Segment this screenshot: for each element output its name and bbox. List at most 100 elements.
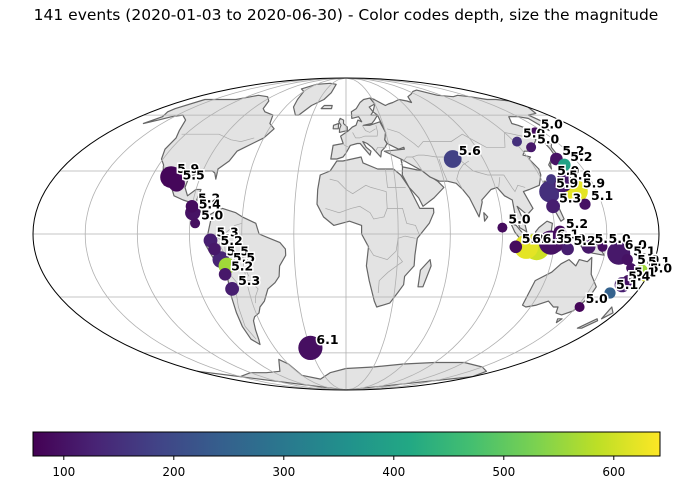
colorbar-ticks: 100 200 300 400 500 600 [52, 456, 625, 479]
magnitude-label: 5.2 [574, 233, 596, 248]
magnitude-label: 5.3 [238, 273, 260, 288]
magnitude-label: 5.0 [586, 291, 608, 306]
event-marker [185, 200, 199, 213]
magnitude-label: 6.3 [543, 231, 565, 246]
event-marker [443, 150, 462, 168]
event-marker [168, 175, 185, 192]
magnitude-label: 5.5 [233, 250, 255, 265]
country-border [385, 168, 406, 188]
magnitude-label: 6.0 [625, 237, 647, 252]
country-border [366, 235, 416, 260]
colorbar-gradient [32, 431, 661, 457]
colorbar-tick-label: 600 [602, 465, 625, 479]
magnitude-label: 6.1 [532, 231, 554, 246]
colorbar-tick-label: 500 [492, 465, 515, 479]
magnitude-label: 5.0 [637, 252, 659, 267]
magnitude-label: 5.0 [523, 126, 545, 141]
magnitude-label: 5.2 [522, 231, 544, 246]
magnitude-label: 5.1 [633, 244, 655, 259]
magnitude-label: 5.2 [198, 190, 220, 205]
landmass-madagascar [417, 259, 432, 288]
landmass-sri-lanka [483, 212, 489, 222]
magnitude-label: 5.6 [459, 143, 481, 158]
magnitude-label: 5.0 [508, 212, 530, 227]
landmass-new-zealand-south [576, 318, 599, 329]
magnitude-label: 5.0 [557, 163, 579, 178]
chart-title: 141 events (2020-01-03 to 2020-06-30) - … [33, 6, 659, 24]
landmass-britain [338, 117, 348, 133]
magnitude-label: 5.0 [650, 260, 672, 275]
event-marker [554, 174, 572, 193]
event-marker [552, 241, 563, 252]
landmass-iceland [320, 104, 333, 110]
landmass-antarctica [196, 358, 487, 390]
magnitude-label: 5.5 [183, 167, 205, 182]
landmass-tasmania [555, 318, 563, 324]
country-border [181, 133, 255, 142]
magnitude-labels: 5.95.55.25.45.05.35.25.55.55.25.36.15.65… [176, 115, 674, 349]
event-marker [638, 271, 649, 282]
magnitude-label: 5.3 [595, 231, 617, 246]
graticule [33, 78, 659, 390]
event-marker [581, 239, 596, 254]
colorbar-tick-label: 300 [272, 465, 295, 479]
magnitude-label: 5.1 [591, 188, 613, 203]
landmass-new-zealand-north [600, 306, 614, 320]
event-marker [509, 240, 523, 254]
magnitude-label: 5.6 [569, 167, 591, 182]
event-marker [497, 222, 508, 233]
event-marker [512, 136, 522, 147]
event-marker [546, 174, 557, 185]
earthquake-events [160, 127, 649, 360]
country-border [361, 125, 376, 133]
event-marker [529, 127, 540, 138]
event-marker [561, 242, 574, 256]
magnitude-label: 5.3 [217, 224, 239, 239]
country-border [342, 143, 350, 148]
event-marker [208, 242, 221, 256]
magnitude-label: 5.0 [201, 207, 223, 222]
magnitude-label: 5.1 [634, 265, 656, 280]
landmass-europe [330, 97, 388, 160]
colorbar-tick-label: 400 [382, 465, 405, 479]
country-border [503, 174, 526, 193]
magnitude-label: 6.1 [316, 332, 338, 347]
country-border [498, 177, 501, 188]
magnitude-label: 5.0 [537, 131, 559, 146]
event-marker [574, 302, 585, 312]
country-border [375, 146, 387, 152]
magnitude-label: 5.0 [609, 231, 631, 246]
magnitude-label: 5.2 [231, 258, 253, 273]
magnitude-label: 5.0 [541, 116, 563, 131]
event-marker [218, 268, 232, 281]
event-marker [553, 225, 567, 239]
landmass-ireland [332, 122, 340, 130]
event-marker [514, 234, 539, 259]
event-marker [622, 275, 634, 287]
magnitude-label: 5.0 [563, 231, 585, 246]
magnitude-label: 5.1 [616, 277, 638, 292]
event-marker [546, 199, 560, 214]
event-marker [604, 287, 616, 299]
colorbar: 100 200 300 400 500 600 [32, 431, 661, 479]
country-border [400, 156, 423, 172]
magnitude-label: 5.2 [221, 233, 243, 248]
magnitude-label: 5.1 [648, 254, 670, 269]
event-marker [621, 254, 633, 266]
magnitude-label: 5.9 [177, 161, 199, 176]
country-border [227, 271, 257, 340]
magnitude-label: 5.3 [559, 190, 581, 205]
magnitude-label: 5.4 [199, 197, 221, 212]
event-marker [579, 198, 591, 210]
magnitude-label: 6.1 [557, 227, 579, 242]
country-border [243, 280, 259, 304]
event-marker [298, 335, 323, 360]
magnitude-label: 5.9 [556, 176, 578, 191]
event-marker [225, 282, 240, 296]
magnitude-label: 5.2 [570, 149, 592, 164]
event-marker [190, 218, 201, 229]
colorbar-tick-label: 200 [162, 465, 185, 479]
event-marker [626, 263, 637, 273]
magnitude-label: 5.2 [562, 143, 584, 158]
